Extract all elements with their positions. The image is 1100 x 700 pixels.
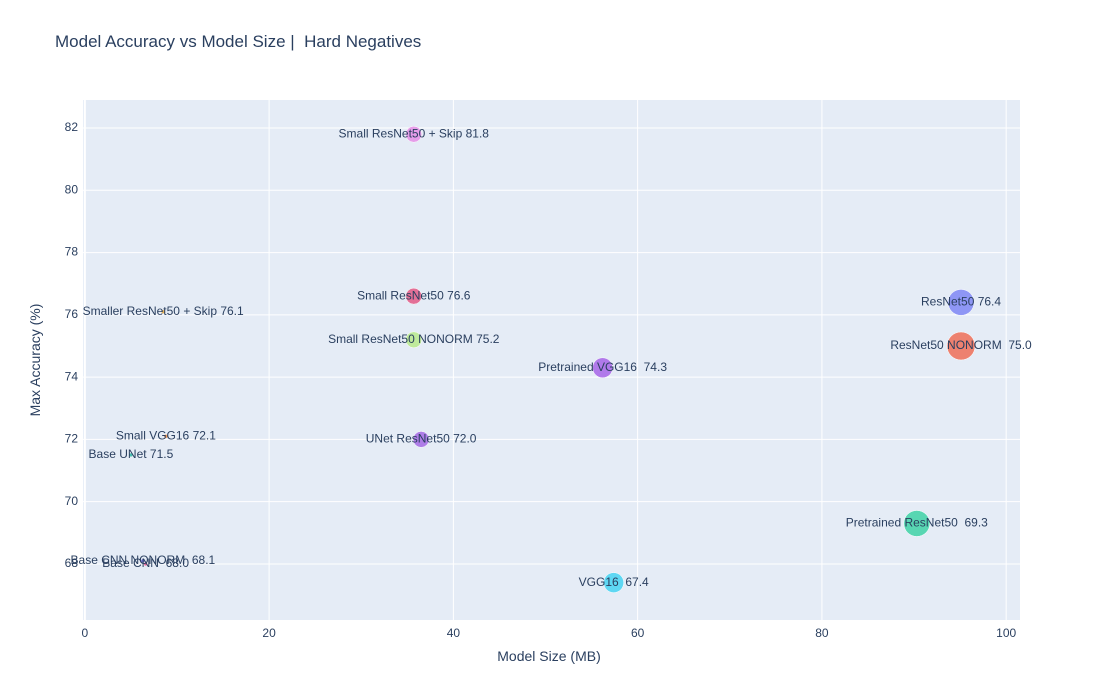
x-tick-label: 20: [262, 626, 276, 640]
chart-title: Model Accuracy vs Model Size | Hard Nega…: [55, 32, 422, 51]
y-tick-label: 74: [65, 369, 79, 383]
data-point: [592, 357, 613, 379]
y-tick-label: 78: [65, 245, 79, 259]
data-label: Pretrained ResNet50 69.3: [846, 516, 988, 530]
y-axis-title: Max Accuracy (%): [27, 304, 43, 417]
y-tick-label: 68: [65, 556, 79, 570]
data-point: [603, 572, 624, 593]
data-point: [143, 561, 148, 567]
data-point: [405, 331, 423, 349]
x-axis-title: Model Size (MB): [497, 648, 600, 664]
data-label: Base CNN 68.0: [102, 556, 189, 570]
data-label: Small ResNet50 76.6: [357, 288, 471, 302]
data-label: VGG16 67.4: [579, 575, 649, 589]
data-label: Base CNN NONORM 68.1: [71, 553, 216, 567]
data-point: [160, 309, 166, 314]
x-tick-label: 0: [81, 626, 88, 640]
data-point: [140, 558, 146, 564]
x-tick-label: 40: [447, 626, 461, 640]
data-point: [128, 452, 134, 458]
data-point: [946, 331, 976, 361]
data-label: Base UNet 71.5: [89, 447, 174, 461]
data-labels: Small ResNet50 + Skip 81.8 Small ResNet50…: [71, 126, 1033, 588]
data-point: [405, 287, 423, 305]
x-tick-label: 100: [996, 626, 1016, 640]
data-label: ResNet50 NONORM 75.0: [890, 338, 1032, 352]
x-tick-label: 60: [631, 626, 645, 640]
data-label: Small ResNet50 + Skip 81.8: [339, 126, 490, 140]
data-label: UNet ResNet50 72.0: [366, 432, 477, 446]
y-tick-label: 72: [65, 432, 79, 446]
data-point: [163, 434, 169, 439]
y-tick-label: 80: [65, 182, 79, 196]
plot-background: [83, 100, 1020, 620]
grid-lines: [83, 100, 1020, 620]
data-label: Smaller ResNet50 + Skip 76.1: [83, 304, 244, 318]
data-point: [412, 431, 430, 448]
y-tick-label: 76: [65, 307, 79, 321]
y-tick-label: 70: [65, 494, 79, 508]
data-point: [947, 289, 975, 316]
data-point: [405, 126, 423, 143]
data-label: Small ResNet50 NONORM 75.2: [328, 332, 500, 346]
data-points: [128, 126, 976, 593]
x-tick-label: 80: [815, 626, 829, 640]
data-label: Small VGG16 72.1: [116, 428, 216, 442]
y-tick-label: 82: [65, 120, 79, 134]
tick-labels: 0 20 40 60 80 100 68 70 72 74 76 78 80 82: [65, 120, 1017, 640]
data-point: [903, 510, 931, 537]
data-label: ResNet50 76.4: [921, 295, 1001, 309]
data-label: Pretrained VGG16 74.3: [538, 360, 667, 374]
